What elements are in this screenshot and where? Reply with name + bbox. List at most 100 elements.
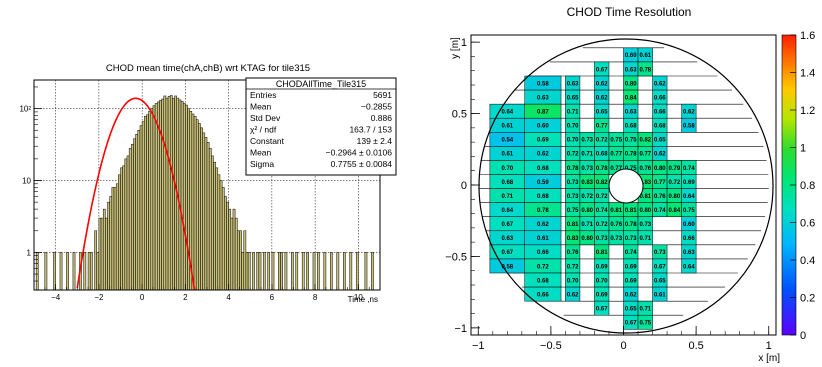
colorbar-tick-label: 0.2 [800, 293, 815, 305]
stats-row-value: 0.7755 ± 0.0084 [331, 159, 393, 169]
histogram-title: CHOD mean time(chA,chB) wrt KTAG for til… [106, 63, 310, 74]
heatmap-cell: 0.63 [623, 103, 639, 119]
heatmap-cell-label: 0.60 [683, 222, 695, 228]
heatmap-cell-label: 0.77 [596, 124, 608, 130]
heatmap-cell: 0.77 [652, 174, 668, 189]
heatmap-cell-label: 0.62 [596, 95, 608, 101]
heatmap-cell-label: 0.84 [668, 208, 680, 214]
heatmap-cell: 0.66 [681, 230, 697, 246]
heatmap-cell: 0.64 [489, 202, 525, 217]
heatmap-cell: 0.71 [579, 146, 595, 161]
heatmap-cell-label: 0.77 [654, 180, 666, 186]
heatmap-cell: 0.79 [666, 160, 682, 175]
heatmap-cell: 0.62 [524, 216, 562, 232]
histogram-y-tick-label: 10 [22, 177, 31, 186]
histogram-bin [267, 252, 270, 291]
heatmap-cell: 0.62 [652, 75, 668, 91]
histogram-panel: CHOD mean time(chA,chB) wrt KTAG for til… [19, 63, 397, 304]
heatmap-cell: 0.71 [565, 103, 581, 119]
heatmap-cell: 0.69 [681, 174, 697, 189]
heatmap-cell: 0.61 [524, 230, 562, 246]
heatmap-cell-label: 0.63 [537, 95, 549, 101]
histogram-bin [243, 230, 247, 291]
histogram-bin [169, 95, 173, 291]
heatmap-cell-label: 0.80 [581, 236, 593, 242]
heatmap-cell: 0.69 [623, 272, 639, 288]
histogram-y-tick-label: 1 [27, 248, 32, 257]
histogram-bin [371, 252, 374, 291]
heatmap-cell: 0.60 [623, 47, 639, 63]
heatmap-cell: 0.67 [594, 61, 610, 77]
heatmap-cell-label: 0.67 [596, 306, 608, 312]
heatmap-cell: 0.64 [681, 188, 697, 203]
heatmap-cell-label: 0.66 [537, 292, 549, 298]
heatmap-cell-label: 0.62 [654, 81, 666, 87]
histogram-bin [291, 252, 294, 291]
heatmap-cell: 0.72 [565, 258, 581, 274]
heatmap-cell-label: 0.81 [610, 208, 622, 214]
heatmap-cell-label: 0.68 [654, 124, 666, 130]
heatmap-cell-label: 0.80 [625, 81, 637, 87]
histogram-x-ticks: −4 −2 0 2 4 6 8 10 [33, 284, 381, 302]
heatmap-cell: 0.66 [524, 286, 562, 302]
heatmap-cell: 0.63 [681, 244, 697, 260]
histogram-bin [219, 180, 223, 291]
histogram-x-tick-label: 4 [226, 293, 231, 302]
heatmap-cell: 0.71 [579, 216, 595, 232]
histogram-bin [59, 252, 63, 291]
heatmap-cell-label: 0.73 [581, 166, 593, 172]
histogram-bin [72, 252, 76, 291]
heatmap-cell-label: 0.75 [610, 138, 622, 144]
histogram-bin [87, 252, 91, 291]
histogram-bin [226, 201, 229, 291]
heatmap-cell-label: 0.71 [639, 306, 651, 312]
heatmap-cell-label: 0.61 [654, 292, 666, 298]
heatmap-cell-label: 0.62 [537, 152, 549, 158]
stats-box-title: CHODAllTime_Tile315 [276, 79, 366, 89]
heatmap-cell-label: 0.67 [654, 264, 666, 270]
heatmap-cell-label: 0.68 [537, 166, 549, 172]
heatmap-cell-label: 0.75 [639, 321, 651, 327]
heatmap-cell-label: 0.69 [596, 292, 608, 298]
heatmap-cell: 0.65 [565, 89, 581, 105]
heatmap-cell: 0.68 [489, 174, 525, 189]
detector-outline [478, 38, 774, 334]
stats-row-label: Mean [250, 148, 272, 158]
heatmap-cell-label: 0.75 [683, 208, 695, 214]
histogram-bin [193, 116, 197, 291]
heatmap-cell: 0.73 [565, 174, 581, 189]
histogram-bin [215, 167, 219, 291]
heatmap-cell: 0.76 [608, 216, 624, 232]
histogram-bin [172, 98, 175, 291]
histogram-bin [280, 252, 283, 291]
histogram-x-tick-label: −4 [51, 293, 61, 302]
histogram-bin [182, 103, 186, 291]
heatmap-cell: 0.75 [565, 202, 581, 217]
histogram-x-tick-label: 10 [354, 293, 363, 302]
histogram-bin [124, 158, 128, 291]
heatmap-cell-label: 0.77 [610, 166, 622, 172]
histogram-bin [148, 110, 152, 291]
heatmap-cell: 0.62 [594, 89, 610, 105]
heatmap-cell-label: 0.65 [654, 138, 666, 144]
histogram-bin [213, 161, 216, 291]
heatmap-cell-label: 0.69 [537, 138, 549, 144]
heatmap-y-tick-label: −0.5 [445, 251, 467, 263]
heatmap-cell-label: 0.66 [537, 250, 549, 256]
colorbar-tick-label: 0.8 [800, 180, 815, 192]
heatmap-cell: 0.74 [681, 160, 697, 175]
histogram-y-ticks: 1 10 10² [19, 86, 42, 291]
histogram-bin [115, 183, 119, 291]
heatmap-cell: 0.77 [608, 146, 624, 161]
heatmap-cell: 0.58 [681, 117, 697, 133]
heatmap-cell: 0.72 [594, 216, 610, 232]
histogram-bin [202, 132, 206, 291]
heatmap-cell-label: 0.65 [654, 278, 666, 284]
heatmap-cell-label: 0.73 [581, 138, 593, 144]
heatmap-cell-label: 0.71 [501, 194, 513, 200]
heatmap-cell: 0.73 [594, 230, 610, 246]
heatmap-cell: 0.73 [565, 188, 581, 203]
heatmap-cell-label: 0.64 [683, 194, 695, 200]
heatmap-cell: 0.60 [681, 216, 697, 232]
histogram-bin [161, 98, 164, 291]
